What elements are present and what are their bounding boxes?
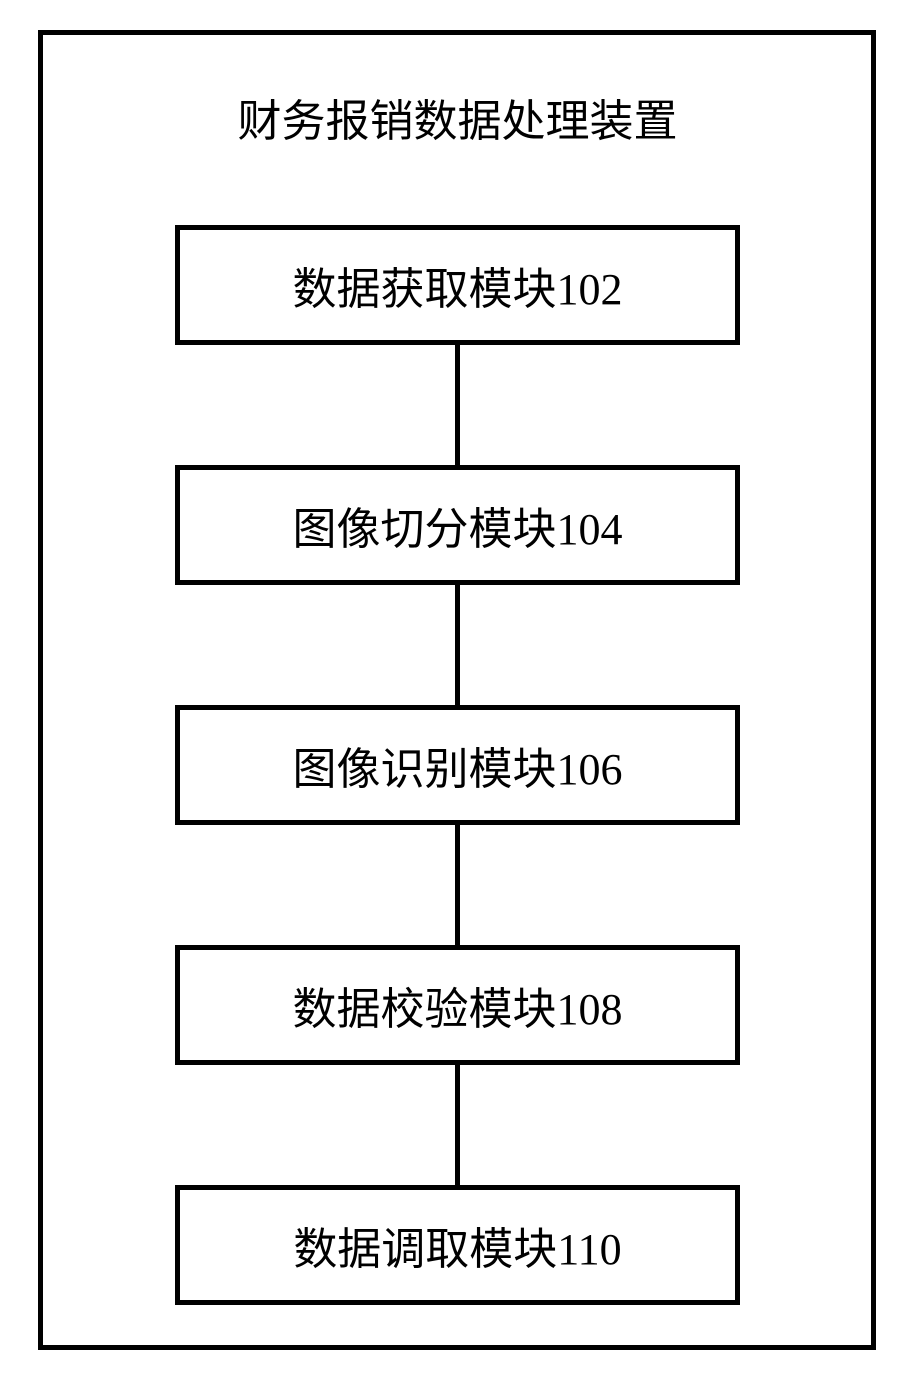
diagram-title: 财务报销数据处理装置 (180, 85, 735, 149)
module-label: 数据调取模块110 (293, 1213, 621, 1277)
module-label: 数据获取模块102 (293, 253, 623, 317)
module-label: 图像识别模块106 (293, 733, 623, 797)
module-box: 数据获取模块102 (175, 225, 740, 345)
connector-line (455, 825, 460, 945)
module-box: 图像识别模块106 (175, 705, 740, 825)
connector-line (455, 1065, 460, 1185)
module-box: 数据校验模块108 (175, 945, 740, 1065)
module-box: 图像切分模块104 (175, 465, 740, 585)
module-label: 图像切分模块104 (293, 493, 623, 557)
module-label: 数据校验模块108 (293, 973, 623, 1037)
connector-line (455, 345, 460, 465)
connector-line (455, 585, 460, 705)
module-box: 数据调取模块110 (175, 1185, 740, 1305)
